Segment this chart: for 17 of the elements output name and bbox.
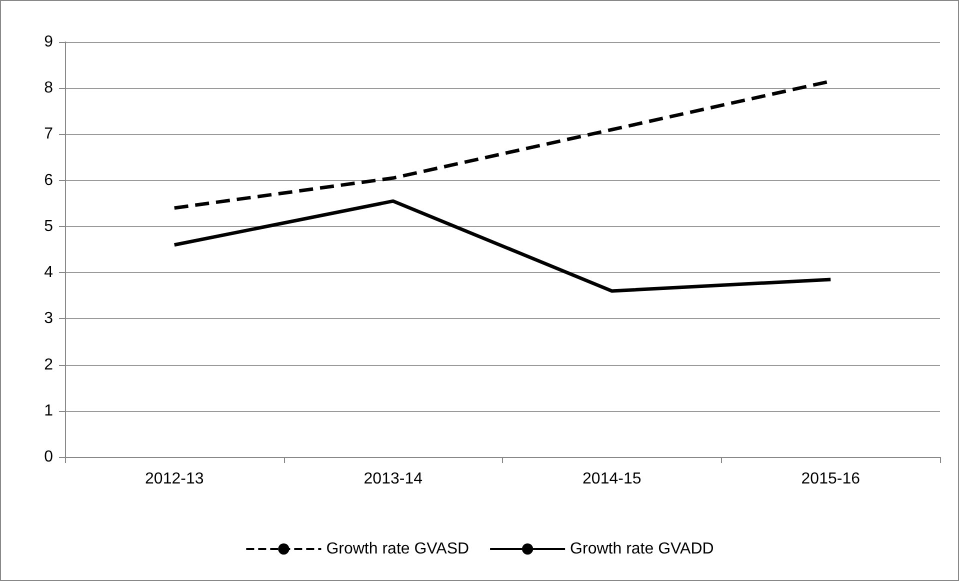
y-tick-label: 1 <box>44 402 54 420</box>
legend-label: Growth rate GVADD <box>570 540 714 558</box>
y-tick-label: 6 <box>44 172 54 189</box>
y-tick-label: 2 <box>44 356 54 374</box>
line-series <box>172 199 832 293</box>
x-tick-label: 2013-14 <box>364 470 423 488</box>
y-tick-label: 3 <box>44 310 54 328</box>
y-tick-label: 0 <box>44 448 54 466</box>
y-tick-label: 9 <box>44 34 54 50</box>
y-tick-label: 4 <box>44 264 54 282</box>
y-tick-label: 7 <box>44 126 54 143</box>
y-tick-label: 5 <box>44 218 54 235</box>
y-tick-label: 8 <box>44 80 54 97</box>
x-tick-label: 2014-15 <box>582 470 642 488</box>
legend-label: Growth rate GVASD <box>326 540 470 558</box>
x-tick-label: 2015-16 <box>801 470 860 488</box>
x-tick-label: 2012-13 <box>145 470 204 488</box>
